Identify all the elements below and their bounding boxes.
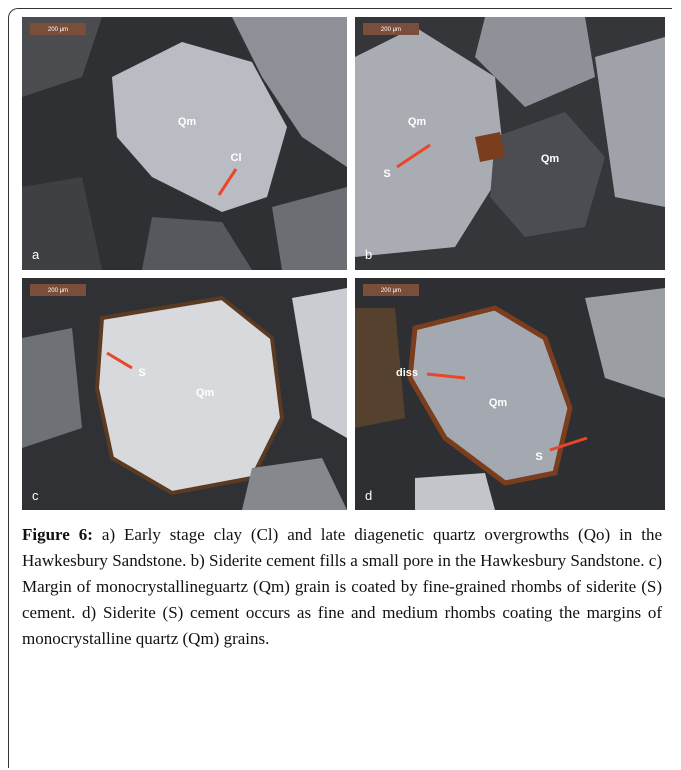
panel-letter: b [365, 247, 372, 262]
panel-a: 200 μm Qm Cl a [22, 17, 347, 270]
panel-c: 200 μm S Qm c [22, 278, 347, 510]
mineral-label: Qm [408, 116, 427, 128]
scale-bar: 200 μm [381, 27, 401, 33]
panel-letter: d [365, 488, 372, 503]
mineral-label: S [138, 367, 145, 379]
panel-b: 200 μm Qm S Qm b [355, 17, 665, 270]
panel-d: 200 μm diss Qm S d [355, 278, 665, 510]
mineral-label: Cl [231, 152, 242, 164]
scale-bar: 200 μm [48, 27, 68, 33]
mineral-label: Qm [196, 387, 215, 399]
caption-label: Figure 6: [22, 525, 93, 544]
mineral-label: S [535, 451, 542, 463]
scale-bar: 200 μm [48, 288, 68, 294]
mineral-label: S [383, 168, 390, 180]
scale-bar: 200 μm [381, 288, 401, 294]
panel-letter: c [32, 488, 39, 503]
mineral-label: diss [396, 367, 418, 379]
caption-text: a) Early stage clay (Cl) and late diagen… [22, 525, 662, 648]
figure-caption: Figure 6: a) Early stage clay (Cl) and l… [22, 522, 662, 652]
mineral-label: Qm [541, 153, 560, 165]
mineral-label: Qm [489, 397, 508, 409]
mineral-label: Qm [178, 116, 197, 128]
page: 200 μm Qm Cl a 200 μm Qm S Qm b 200 μm S… [0, 0, 681, 770]
panel-letter: a [32, 247, 40, 262]
